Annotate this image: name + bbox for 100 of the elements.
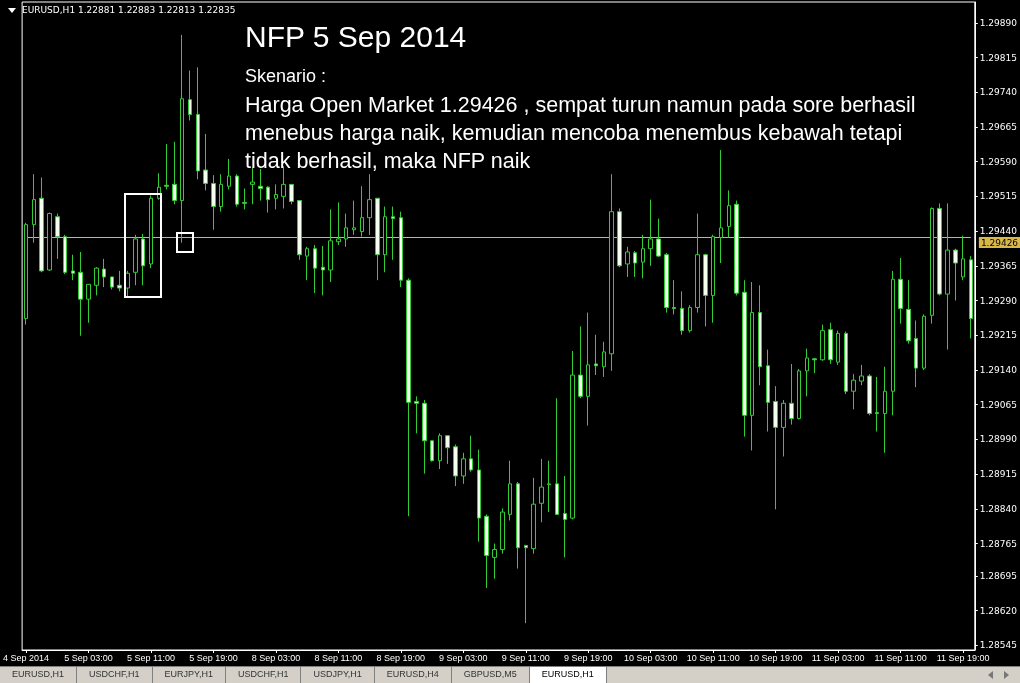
candlestick (516, 481, 520, 570)
candlestick (102, 258, 106, 288)
candlestick (617, 207, 622, 268)
candlestick (297, 200, 302, 261)
candlestick (625, 246, 630, 278)
candlestick (352, 200, 356, 236)
candlestick (196, 66, 200, 180)
x-tick-label: 10 Sep 19:00 (748, 652, 803, 663)
candlestick (133, 234, 138, 286)
candlestick (508, 460, 512, 521)
candlestick (844, 331, 848, 395)
candlestick (961, 235, 965, 281)
y-tick-label: 1.29590 (979, 156, 1018, 167)
candlestick (219, 173, 223, 213)
candlestick (734, 200, 739, 296)
annotation: Skenario : (245, 66, 327, 87)
candlestick (891, 270, 895, 416)
y-tick-label: 1.29815 (979, 52, 1017, 63)
candlestick (812, 357, 817, 374)
candlestick (773, 385, 778, 510)
candlestick (641, 234, 645, 279)
candlestick (680, 290, 684, 336)
candlestick (758, 284, 762, 386)
candlestick (500, 507, 505, 555)
candlestick (805, 348, 809, 397)
candlestick (953, 248, 958, 302)
candlestick (883, 366, 887, 454)
x-tick-label: 9 Sep 19:00 (563, 652, 613, 663)
y-tick-label: 1.29215 (979, 330, 1017, 341)
candlestick (555, 397, 559, 515)
text: GBPUSD,M5 (451, 667, 530, 683)
candlestick (203, 133, 208, 191)
candlestick (524, 544, 528, 624)
text: EURUSD,H1 (0, 667, 78, 683)
candlestick (71, 254, 75, 281)
candlestick (188, 70, 192, 121)
candlestick (94, 266, 99, 296)
y-tick-label: 1.29140 (979, 364, 1018, 375)
candlestick (78, 251, 83, 337)
candlestick (547, 460, 551, 513)
candlestick (789, 363, 794, 426)
candlestick (55, 213, 60, 260)
candlestick (836, 330, 840, 366)
candlestick (531, 477, 536, 555)
text: EURUSD,H4 (374, 667, 452, 683)
candlestick (117, 270, 122, 292)
candlestick (258, 168, 263, 202)
y-tick-label: 1.28765 (979, 538, 1017, 549)
x-tick-label: 8 Sep 11:00 (314, 652, 363, 663)
candlestick (969, 255, 973, 339)
candlestick (578, 325, 583, 399)
candlestick (570, 350, 575, 520)
candlestick (406, 277, 411, 517)
candlestick (227, 158, 231, 190)
candlestick (110, 276, 114, 290)
candlestick (438, 432, 442, 470)
candlestick (211, 174, 216, 231)
ref-line-label: 1.29426 (980, 237, 1019, 248)
candlestick (32, 173, 36, 244)
candlestick (63, 234, 67, 275)
candlestick (820, 324, 825, 362)
candlestick (375, 197, 380, 281)
x-tick-label: 5 Sep 03:00 (64, 652, 113, 663)
candlestick (430, 440, 434, 463)
candlestick (672, 279, 676, 315)
candlestick (539, 458, 544, 523)
y-tick-label: 1.29515 (979, 191, 1017, 202)
y-tick-label: 1.29740 (979, 87, 1018, 98)
x-tick-label: 9 Sep 11:00 (501, 652, 550, 663)
x-tick-label: 8 Sep 19:00 (376, 652, 426, 663)
x-tick-label: 9 Sep 03:00 (439, 652, 488, 663)
candlestick (414, 395, 419, 434)
y-tick-label: 1.28840 (979, 503, 1018, 514)
candlestick (633, 250, 637, 278)
x-tick-label: 10 Sep 03:00 (623, 652, 678, 663)
candlestick (875, 376, 879, 433)
text: USDCHF,H1 (77, 667, 153, 683)
y-tick-label: 1.28990 (979, 434, 1018, 445)
candlestick (422, 399, 427, 475)
candlestick (266, 185, 270, 214)
y-tick-label: 1.28915 (979, 469, 1017, 480)
candlestick (742, 279, 747, 438)
candlestick (719, 149, 723, 264)
y-tick-label: 1.29065 (979, 399, 1017, 410)
candlestick (766, 349, 770, 433)
y-tick-label: 1.29365 (979, 260, 1017, 271)
candlestick (703, 253, 708, 327)
candlestick (445, 435, 450, 465)
candlestick (867, 373, 872, 416)
candlestick (586, 312, 590, 427)
candlestick (289, 183, 294, 205)
y-tick-label: 1.29440 (979, 226, 1018, 237)
candlestick (47, 212, 52, 272)
text: EURUSD,H1 (529, 667, 607, 683)
candlestick (898, 257, 903, 325)
candlestick (922, 313, 926, 371)
text: USDJPY,H1 (301, 667, 375, 683)
candlestick (149, 194, 153, 269)
candlestick (180, 34, 184, 244)
candlestick (344, 213, 348, 248)
